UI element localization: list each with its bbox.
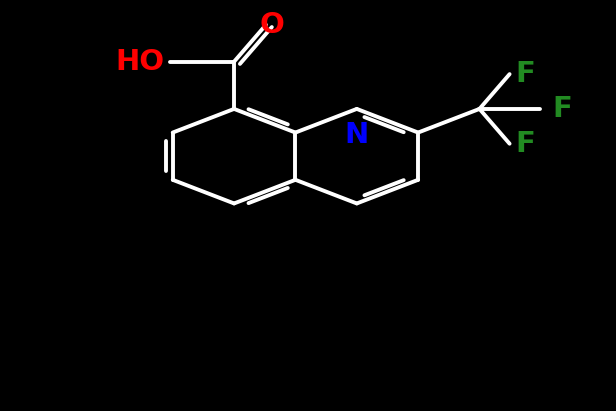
Text: HO: HO [115,48,164,76]
Text: F: F [516,130,536,158]
Text: N: N [345,121,369,149]
Text: F: F [552,95,572,123]
Text: O: O [260,11,285,39]
Text: F: F [516,60,536,88]
